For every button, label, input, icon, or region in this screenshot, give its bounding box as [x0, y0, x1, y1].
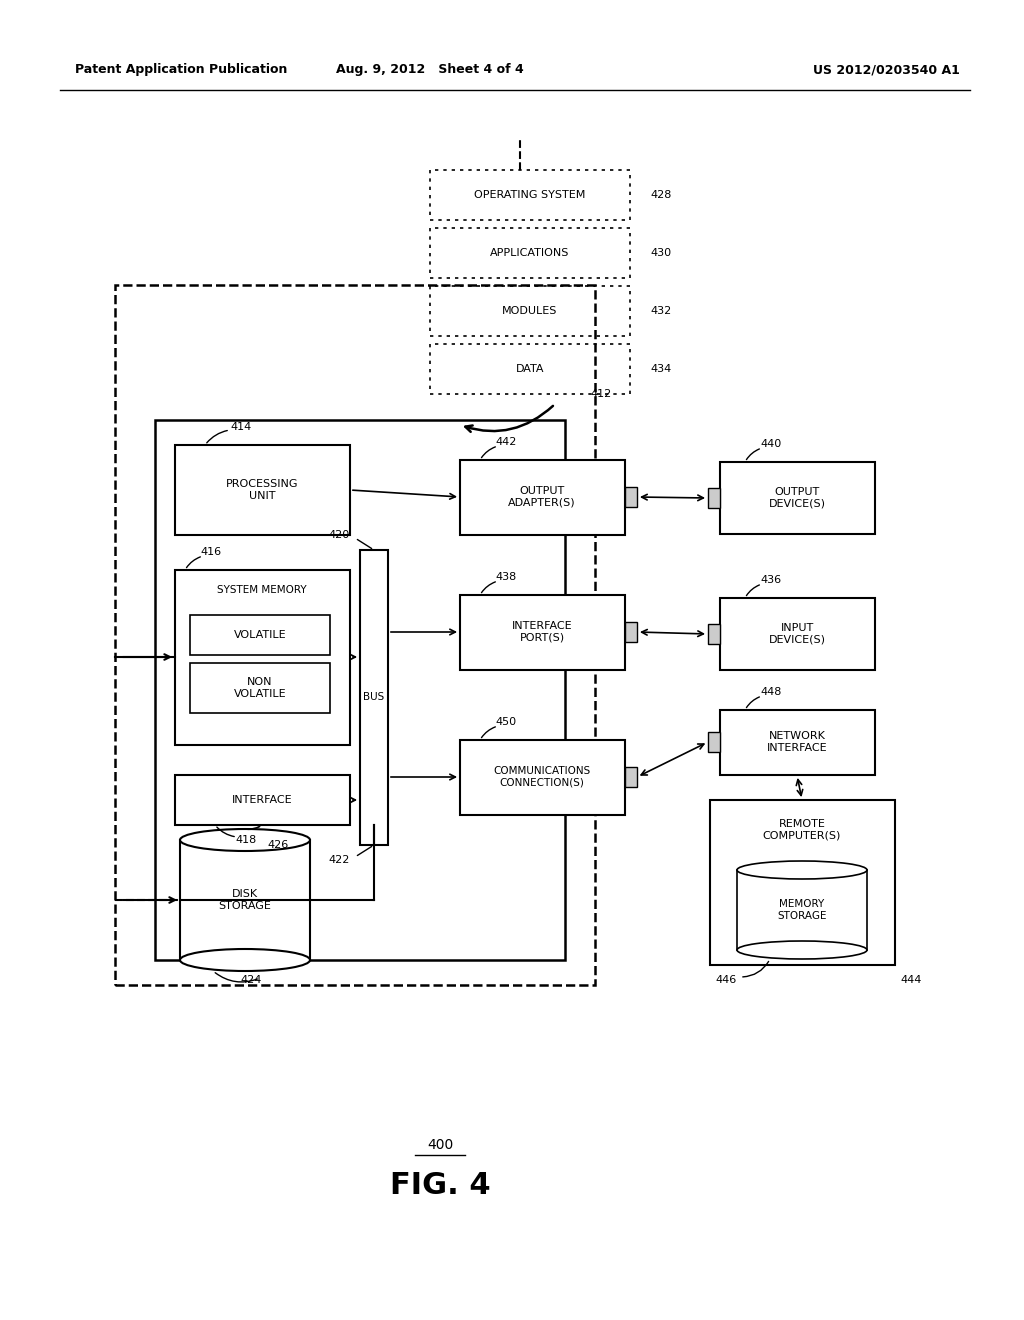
- Text: MEMORY
STORAGE: MEMORY STORAGE: [777, 899, 826, 921]
- Text: 434: 434: [650, 364, 672, 374]
- Text: BUS: BUS: [364, 692, 385, 702]
- Text: VOLATILE: VOLATILE: [233, 630, 287, 640]
- Bar: [115, 285, 595, 985]
- Bar: [708, 624, 720, 644]
- Text: 428: 428: [650, 190, 672, 201]
- Text: DATA: DATA: [516, 364, 544, 374]
- Bar: [430, 345, 630, 393]
- Text: Aug. 9, 2012   Sheet 4 of 4: Aug. 9, 2012 Sheet 4 of 4: [336, 63, 524, 77]
- Text: 432: 432: [650, 306, 672, 315]
- Text: COMMUNICATIONS
CONNECTION(S): COMMUNICATIONS CONNECTION(S): [494, 766, 591, 788]
- Bar: [460, 595, 625, 671]
- Text: 430: 430: [650, 248, 671, 257]
- Text: MODULES: MODULES: [503, 306, 558, 315]
- Text: 444: 444: [900, 975, 922, 985]
- Text: 446: 446: [715, 975, 736, 985]
- Text: OUTPUT
DEVICE(S): OUTPUT DEVICE(S): [768, 487, 825, 508]
- Bar: [625, 767, 637, 787]
- Bar: [430, 228, 630, 279]
- Text: 424: 424: [240, 975, 261, 985]
- Bar: [430, 286, 630, 337]
- Ellipse shape: [737, 941, 867, 960]
- Text: US 2012/0203540 A1: US 2012/0203540 A1: [813, 63, 961, 77]
- Ellipse shape: [737, 861, 867, 879]
- Text: FIG. 4: FIG. 4: [390, 1171, 490, 1200]
- Text: APPLICATIONS: APPLICATIONS: [490, 248, 569, 257]
- Bar: [155, 420, 565, 960]
- Bar: [708, 733, 720, 752]
- Ellipse shape: [180, 949, 310, 972]
- Bar: [720, 462, 874, 535]
- Text: 438: 438: [495, 572, 516, 582]
- Bar: [625, 622, 637, 642]
- Text: 426: 426: [267, 840, 288, 850]
- Text: 440: 440: [760, 440, 781, 449]
- Text: INTERFACE: INTERFACE: [231, 795, 292, 805]
- Text: OPERATING SYSTEM: OPERATING SYSTEM: [474, 190, 586, 201]
- Bar: [720, 710, 874, 775]
- Bar: [625, 487, 637, 507]
- Bar: [430, 170, 630, 220]
- Text: 420: 420: [329, 531, 350, 540]
- Text: 450: 450: [495, 717, 516, 727]
- Bar: [190, 663, 330, 713]
- Text: OUTPUT
ADAPTER(S): OUTPUT ADAPTER(S): [508, 486, 575, 508]
- Bar: [720, 598, 874, 671]
- Text: 442: 442: [495, 437, 516, 447]
- Text: REMOTE
COMPUTER(S): REMOTE COMPUTER(S): [763, 820, 841, 841]
- Text: 422: 422: [329, 855, 350, 865]
- Text: 414: 414: [230, 422, 251, 432]
- Bar: [708, 488, 720, 508]
- Bar: [180, 840, 310, 960]
- Bar: [460, 459, 625, 535]
- Bar: [175, 445, 350, 535]
- Text: PROCESSING
UNIT: PROCESSING UNIT: [225, 479, 298, 500]
- Bar: [710, 800, 895, 965]
- Ellipse shape: [180, 829, 310, 851]
- Text: Patent Application Publication: Patent Application Publication: [75, 63, 288, 77]
- Text: SYSTEM MEMORY: SYSTEM MEMORY: [217, 585, 307, 595]
- Bar: [460, 741, 625, 814]
- Text: 448: 448: [760, 686, 781, 697]
- Text: NETWORK
INTERFACE: NETWORK INTERFACE: [767, 731, 827, 752]
- Text: INTERFACE
PORT(S): INTERFACE PORT(S): [512, 622, 572, 643]
- Bar: [360, 550, 388, 845]
- Text: DISK
STORAGE: DISK STORAGE: [218, 890, 271, 911]
- Text: 412: 412: [590, 389, 611, 399]
- Bar: [737, 870, 867, 950]
- Text: 418: 418: [234, 836, 256, 845]
- Bar: [175, 570, 350, 744]
- Text: 436: 436: [760, 576, 781, 585]
- Text: 400: 400: [427, 1138, 454, 1152]
- Text: NON
VOLATILE: NON VOLATILE: [233, 677, 287, 698]
- Text: 416: 416: [200, 546, 221, 557]
- Text: INPUT
DEVICE(S): INPUT DEVICE(S): [768, 623, 825, 644]
- Bar: [190, 615, 330, 655]
- Bar: [175, 775, 350, 825]
